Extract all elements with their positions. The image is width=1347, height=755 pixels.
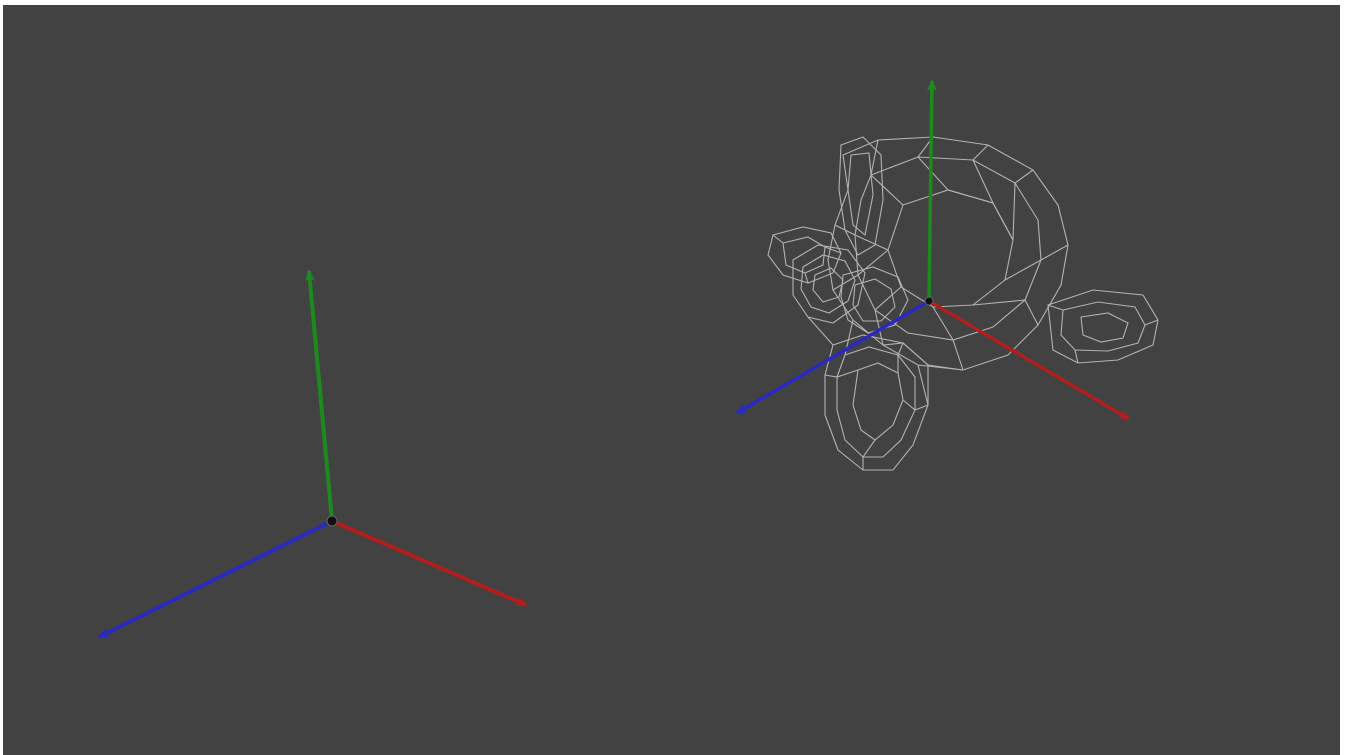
x-axis-arrow[interactable]	[928, 299, 1131, 421]
origin-point[interactable]	[326, 515, 338, 527]
z-axis-arrow[interactable]	[97, 519, 333, 639]
axis-gizmo-right[interactable]	[735, 79, 1159, 471]
y-axis-arrow[interactable]	[926, 79, 937, 302]
y-axis-arrow[interactable]	[304, 269, 334, 522]
axis-gizmo-left[interactable]	[97, 269, 528, 639]
monkey-head-wireframe[interactable]	[767, 136, 1159, 471]
scene-canvas[interactable]	[3, 5, 1340, 755]
3d-viewport[interactable]	[3, 5, 1340, 755]
origin-point[interactable]	[924, 296, 934, 306]
z-axis-arrow[interactable]	[735, 299, 930, 415]
x-axis-arrow[interactable]	[331, 519, 528, 607]
